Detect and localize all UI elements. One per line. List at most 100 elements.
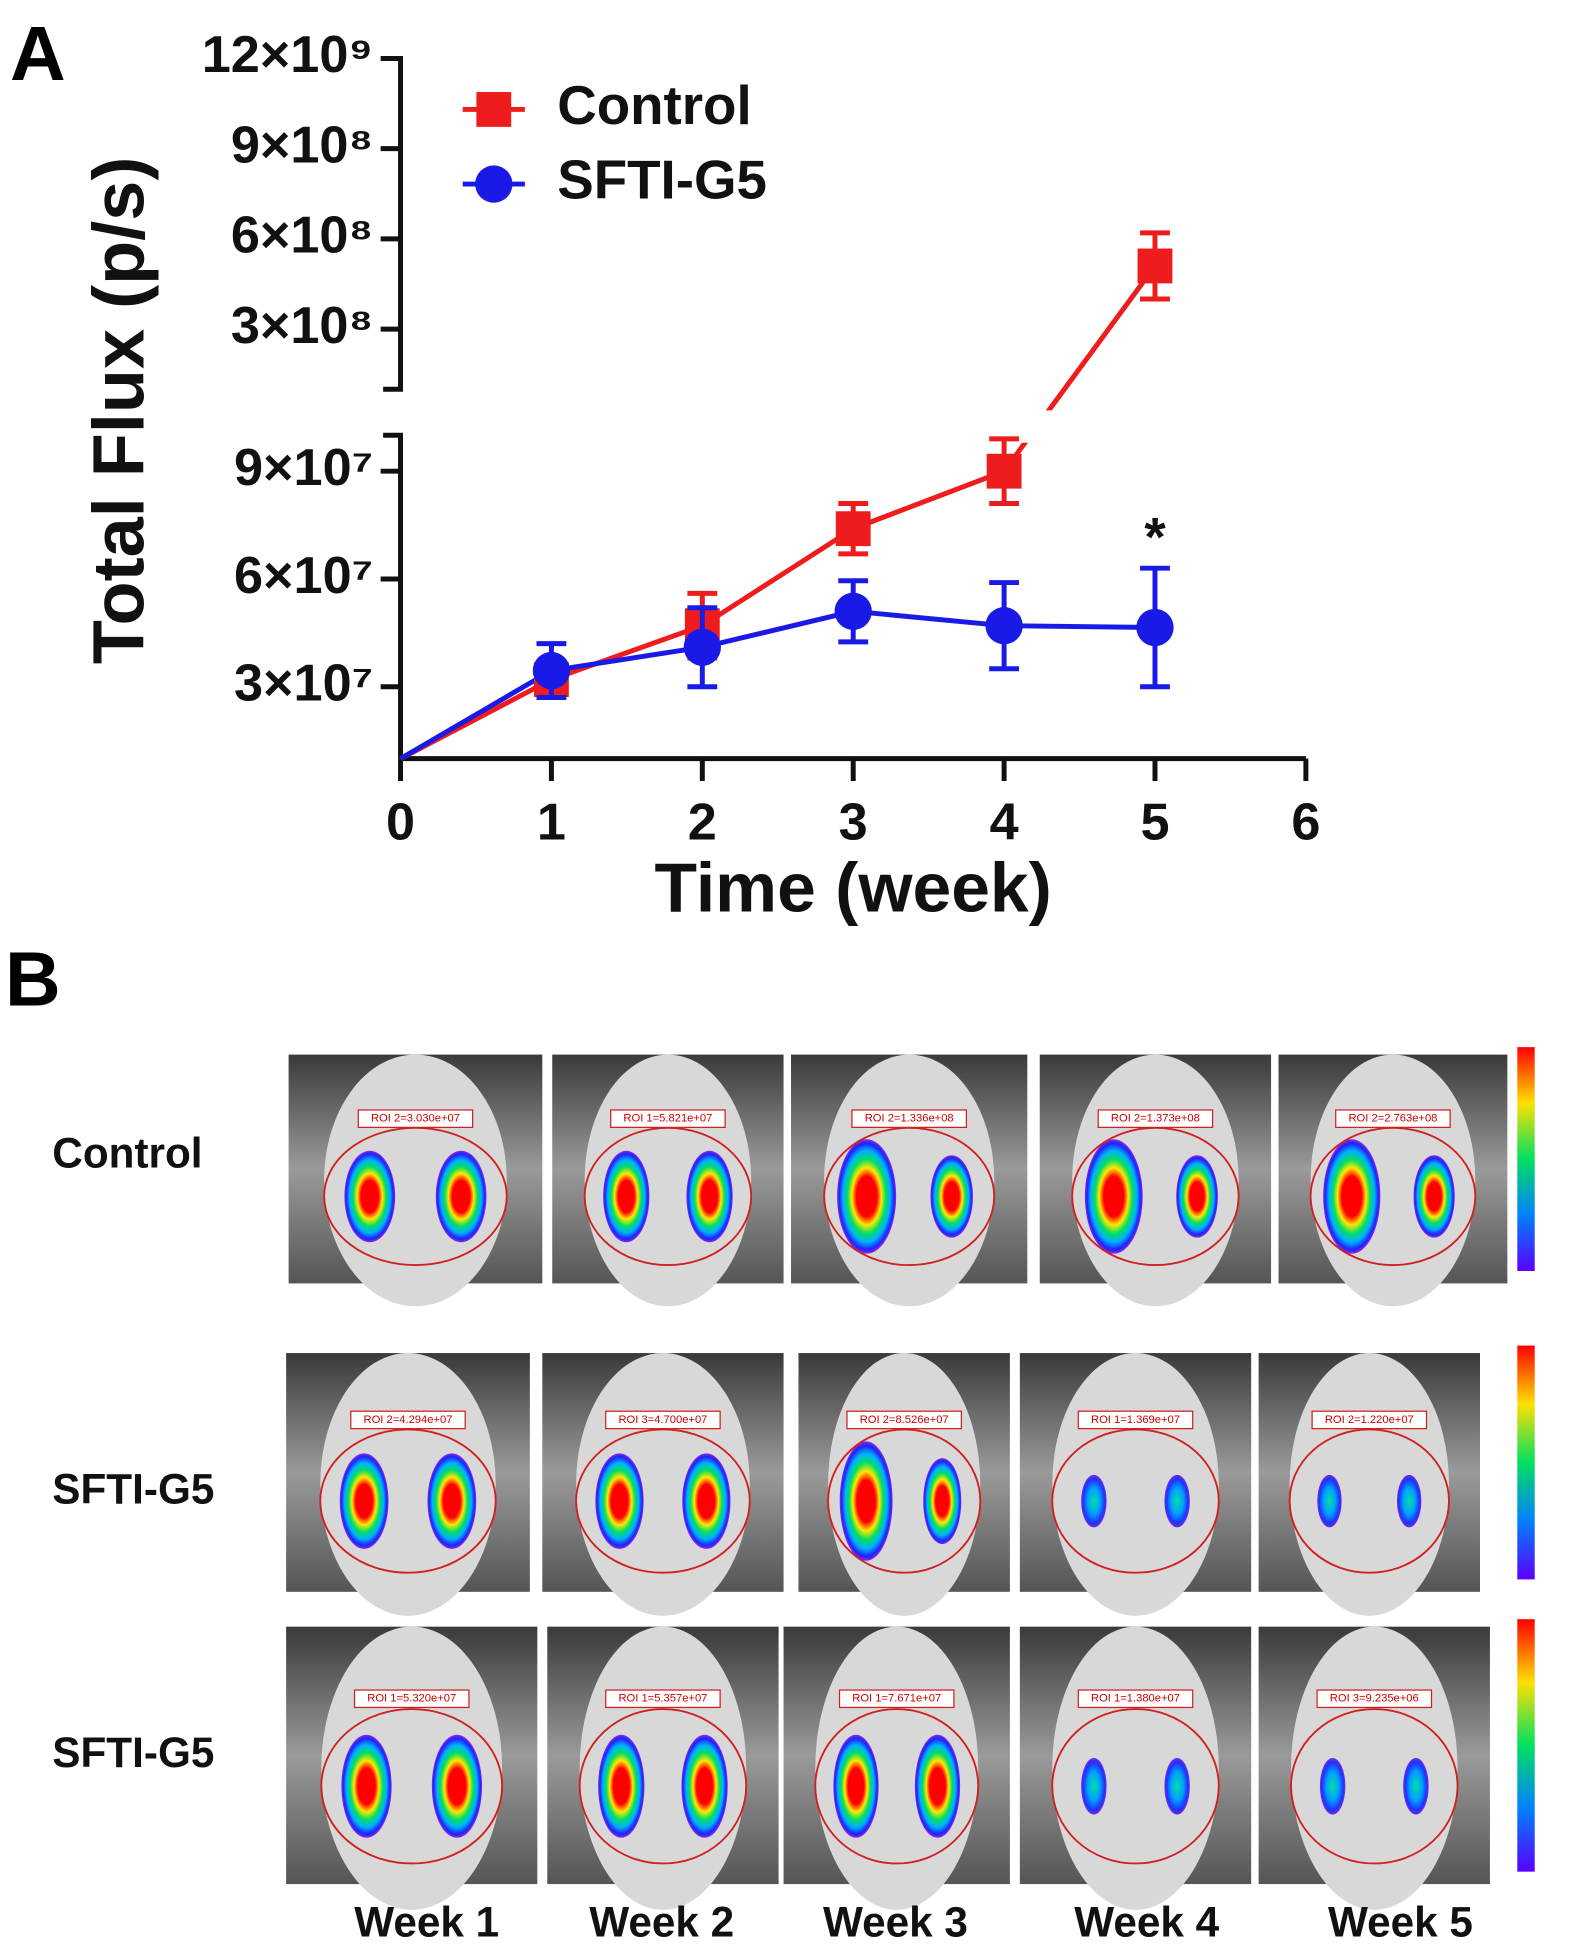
signal [344,1150,396,1243]
x-tick-label: 2 [688,794,717,852]
marker [986,453,1022,489]
roi-outline [319,1428,497,1574]
signal [1176,1155,1218,1238]
legend-label: Control [557,74,751,136]
roi-label: ROI 2=8.526e+07 [860,1414,949,1426]
roi-label-box [838,1689,955,1709]
x-tick-label: 3 [839,794,868,852]
marker [834,592,872,630]
roi-label: ROI 2=1.220e+07 [1325,1414,1414,1426]
column-label: Week 2 [589,1898,734,1945]
roi-label: ROI 2=4.294e+07 [364,1414,453,1426]
colorbar [1517,1619,1535,1872]
mouse-image: ROI 2=4.294e+07 [286,1353,530,1616]
signal [686,1150,733,1243]
series-line [399,608,1156,761]
roi-outline [578,1708,748,1865]
roi-outline [575,1428,751,1574]
x-tick-label: 5 [1140,794,1169,852]
roi-label: ROI 1=1.369e+07 [1091,1414,1180,1426]
marker [532,651,571,690]
signal [833,1734,879,1838]
signal [1403,1757,1429,1815]
x-tick-label: 4 [990,794,1019,852]
series-line [399,264,1157,761]
roi-label: ROI 3=9.235e+06 [1330,1693,1419,1705]
y-tick-label: 6×10⁷ [234,547,373,605]
legend-marker [475,165,513,203]
colorbar [1517,1345,1535,1580]
signal [1164,1474,1190,1528]
signal [427,1453,477,1549]
signal [598,1734,645,1838]
column-label: Week 1 [354,1898,499,1945]
roi-outline [827,1428,982,1574]
panel-label: A [10,11,66,97]
mouse-image: ROI 2=2.763e+08 [1278,1054,1508,1307]
roi-label-box [851,1109,967,1128]
mouse-image: ROI 1=1.369e+07 [1019,1353,1252,1616]
roi-label-box [1316,1689,1433,1709]
y-tick-label: 9×10⁸ [231,116,373,174]
roi-label: ROI 1=7.671e+07 [852,1693,941,1705]
roi-label-box [605,1689,721,1709]
marker [1136,608,1174,647]
roi-label-box [357,1109,474,1128]
roi-label-box [1077,1410,1194,1430]
mouse-image: ROI 2=8.526e+07 [798,1353,1010,1616]
signal [1319,1757,1346,1815]
mouse-image: ROI 1=7.671e+07 [783,1626,1010,1910]
x-axis-label: Time (week) [655,848,1052,926]
roi-label-box [1335,1109,1451,1128]
mouse-body [1289,1353,1450,1616]
roi-outline [1051,1428,1220,1574]
mouse-image: ROI 1=5.357e+07 [547,1626,779,1910]
signal [681,1734,728,1838]
row-label: Control [52,1130,202,1177]
roi-label-box [605,1410,721,1430]
mouse-image: ROI 1=5.821e+07 [552,1054,784,1307]
mouse-image: ROI 3=4.700e+07 [542,1353,784,1616]
mouse-image: ROI 2=1.373e+08 [1039,1054,1272,1307]
colorbar [1517,1047,1535,1271]
signal [1081,1474,1107,1528]
roi-outline [814,1708,980,1865]
roi-label: ROI 1=1.380e+07 [1091,1693,1180,1705]
roi-label-box [610,1109,726,1128]
row-label: SFTI-G5 [52,1466,214,1513]
signal [341,1734,392,1838]
marker [835,511,871,547]
mouse-image: ROI 3=9.235e+06 [1258,1626,1490,1910]
column-label: Week 5 [1328,1898,1473,1945]
roi-label-box [353,1689,470,1709]
roi-outline [320,1708,504,1865]
mouse-image: ROI 1=5.320e+07 [286,1626,538,1910]
y-axis-label: Total Flux (p/s) [79,157,159,665]
signal [339,1453,389,1549]
x-tick-label: 0 [386,794,415,852]
signal [1413,1155,1455,1238]
y-tick-label: 9×10⁷ [234,439,373,497]
signal [431,1734,483,1838]
mouse-image: ROI 2=3.030e+07 [288,1054,543,1307]
mouse-image: ROI 2=1.336e+08 [791,1054,1028,1307]
mouse-image: ROI 2=1.220e+07 [1258,1353,1480,1616]
roi-label: ROI 1=5.320e+07 [367,1693,456,1705]
x-tick-label: 6 [1291,794,1320,852]
roi-label-box [1311,1410,1428,1430]
signal [930,1155,973,1238]
signal [682,1453,731,1549]
signal [595,1453,644,1549]
signal [603,1150,650,1243]
y-tick-label: 3×10⁷ [234,655,373,713]
signal [1164,1757,1190,1815]
marker [683,628,721,666]
column-label: Week 4 [1074,1898,1219,1945]
signal [839,1441,893,1561]
signal [914,1734,961,1838]
mouse-body [1052,1626,1219,1910]
roi-outline [1051,1708,1220,1865]
roi-label-box [1097,1109,1214,1128]
legend-label: SFTI-G5 [557,149,767,211]
